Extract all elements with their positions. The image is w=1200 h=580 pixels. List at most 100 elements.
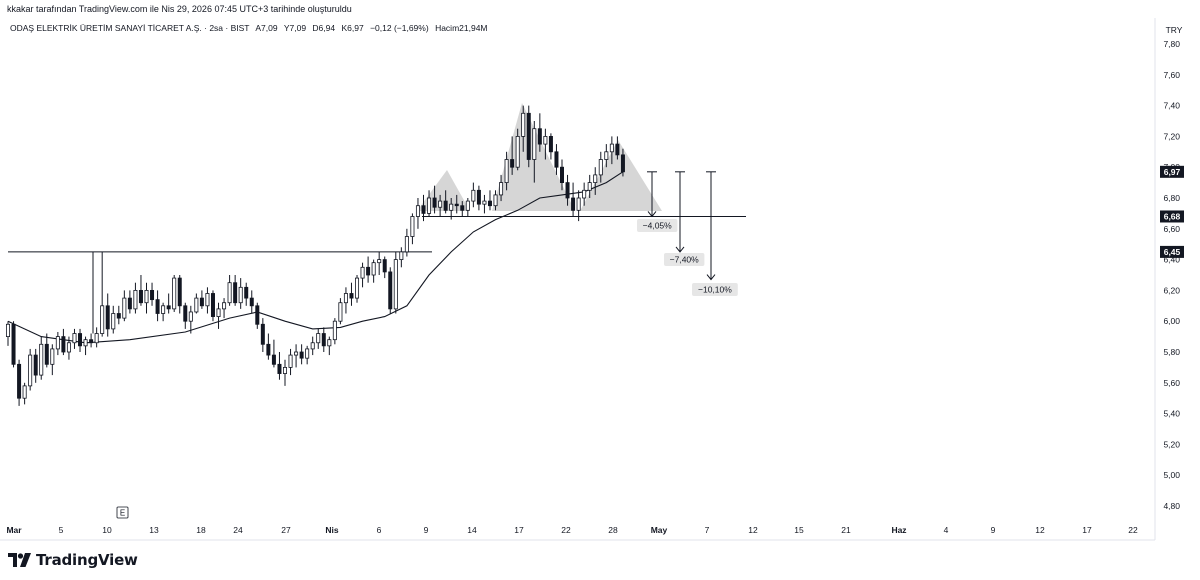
candle-body: [94, 333, 99, 344]
candle-body: [11, 323, 16, 365]
price-badge-label: 6,45: [1164, 247, 1181, 257]
y-tick-label: 5,80: [1163, 347, 1180, 357]
candle-body: [271, 354, 276, 365]
candle-body: [133, 289, 138, 310]
x-tick-label: 22: [1128, 525, 1138, 535]
candle-body: [449, 203, 454, 211]
candle-body: [83, 339, 88, 347]
candle-body: [460, 205, 465, 211]
candle: [94, 327, 99, 348]
candle-body: [382, 259, 387, 273]
y-tick-label: 5,20: [1163, 439, 1180, 449]
candle: [249, 290, 254, 314]
candle-body: [615, 143, 620, 156]
tradingview-logo-icon: [8, 553, 31, 567]
candle-body: [150, 289, 155, 301]
candle: [504, 151, 509, 191]
candle: [210, 290, 215, 322]
tradingview-brand[interactable]: TradingView: [8, 549, 138, 571]
drop-label-box: [664, 253, 705, 266]
price-badge-label: 6,97: [1164, 167, 1181, 177]
candle-body: [377, 259, 382, 264]
candle-body: [410, 216, 415, 237]
candle: [377, 251, 382, 275]
candle: [172, 275, 177, 312]
candle: [6, 321, 11, 346]
candle-body: [122, 297, 127, 319]
arrow-head: [706, 274, 716, 281]
candle: [299, 344, 304, 365]
candle-body: [548, 135, 553, 153]
candle: [55, 331, 60, 356]
candle: [105, 293, 110, 337]
candle: [548, 133, 553, 160]
x-tick-label: Haz: [891, 525, 906, 535]
candle: [554, 144, 559, 175]
x-tick-label: May: [651, 525, 668, 535]
candle-body: [33, 354, 38, 376]
y-tick-label: 7,60: [1163, 70, 1180, 80]
candle-body: [100, 305, 105, 334]
candle: [227, 275, 232, 306]
candle: [432, 185, 437, 214]
candle-body: [521, 112, 526, 137]
candle-body: [183, 305, 188, 322]
candle: [150, 282, 155, 306]
candle: [543, 128, 548, 160]
candle-body: [554, 151, 559, 168]
y-tick-label: 6,40: [1163, 255, 1180, 265]
legend-change: −0,12 (−1,69%): [370, 23, 429, 33]
candle: [155, 290, 160, 322]
candle-body: [305, 348, 310, 359]
candle-body: [205, 293, 210, 307]
chart-credit: kkakar tarafından TradingView.com ile Ni…: [7, 4, 352, 14]
candle-body: [443, 200, 448, 211]
x-tick-label: 27: [281, 525, 291, 535]
candle: [277, 352, 282, 380]
candle-body: [482, 200, 487, 205]
x-tick-label: 6: [377, 525, 382, 535]
candle-body: [177, 277, 182, 307]
candle-body: [487, 200, 492, 207]
candle: [194, 293, 199, 314]
candle-body: [432, 197, 437, 208]
price-badge-2: 6,45: [1160, 245, 1184, 258]
price-badge-box: [1160, 210, 1184, 223]
drop-label-box: [692, 283, 738, 296]
x-tick-label: 22: [561, 525, 571, 535]
candle: [271, 339, 276, 368]
candle-body: [78, 333, 83, 347]
candle: [83, 336, 88, 356]
candle-body: [587, 182, 592, 191]
candle-body: [515, 135, 520, 168]
candle: [122, 290, 127, 322]
candle-body: [116, 313, 121, 319]
candle-body: [310, 342, 315, 350]
candle: [327, 336, 332, 356]
y-tick-label: 5,40: [1163, 409, 1180, 419]
candle: [305, 345, 310, 365]
y-tick-label: 6,20: [1163, 285, 1180, 295]
y-tick-label: 7,80: [1163, 39, 1180, 49]
candle: [410, 213, 415, 245]
earnings-marker[interactable]: E: [116, 506, 129, 519]
candle: [593, 167, 598, 195]
candle: [288, 348, 293, 376]
candle-body: [260, 323, 265, 345]
candle-body: [360, 266, 365, 279]
candle-body: [294, 351, 299, 356]
candle-body: [355, 277, 360, 299]
candle-body: [227, 282, 232, 304]
candle: [360, 262, 365, 288]
candle: [89, 333, 94, 348]
candle: [332, 318, 337, 345]
candle: [161, 302, 166, 322]
x-tick-label: 12: [1035, 525, 1045, 535]
x-tick-label: 13: [149, 525, 159, 535]
candle: [537, 113, 542, 152]
candle: [476, 185, 481, 211]
candle: [17, 359, 22, 406]
candle: [177, 275, 182, 314]
price-badge-box: [1160, 245, 1184, 258]
